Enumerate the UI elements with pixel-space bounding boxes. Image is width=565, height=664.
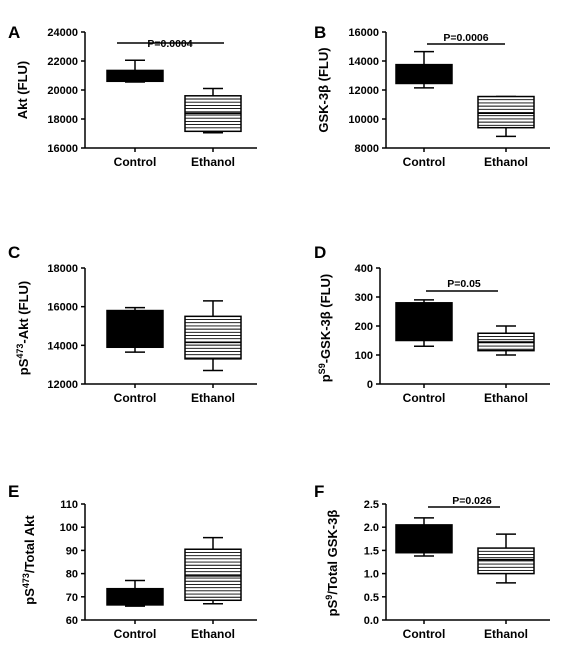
y-axis-label: pS9/Total GSK-3β bbox=[324, 510, 340, 617]
x-tick-label: Ethanol bbox=[191, 627, 235, 641]
y-tick-label: 12000 bbox=[348, 85, 379, 97]
x-tick-label: Control bbox=[114, 155, 157, 169]
y-tick-label: 18000 bbox=[47, 114, 78, 126]
y-tick-label: 200 bbox=[355, 321, 373, 333]
y-tick-label: 60 bbox=[66, 615, 78, 627]
y-axis-label: Akt (FLU) bbox=[15, 61, 30, 120]
panel-letter: E bbox=[8, 482, 19, 501]
y-tick-label: 100 bbox=[60, 522, 78, 534]
y-tick-label: 100 bbox=[355, 350, 373, 362]
x-tick-label: Control bbox=[403, 155, 446, 169]
x-tick-label: Control bbox=[403, 627, 446, 641]
y-axis-label: pS9-GSK-3β (FLU) bbox=[317, 274, 333, 383]
box-control bbox=[106, 309, 164, 349]
y-tick-label: 110 bbox=[60, 499, 78, 511]
y-tick-label: 18000 bbox=[47, 263, 78, 275]
y-tick-label: 14000 bbox=[47, 340, 78, 352]
x-tick-label: Ethanol bbox=[191, 391, 235, 405]
panel-C: C pS473-Akt (FLU) 12000 14000 16000 18000 Co… bbox=[8, 243, 257, 405]
y-tick-label: 14000 bbox=[348, 56, 379, 68]
y-tick-label: 70 bbox=[66, 592, 78, 604]
y-tick-label: 300 bbox=[355, 292, 373, 304]
x-tick-label: Ethanol bbox=[484, 391, 528, 405]
panel-letter: F bbox=[314, 482, 324, 501]
y-tick-label: 0 bbox=[367, 379, 373, 391]
panel-letter: B bbox=[314, 23, 326, 42]
y-tick-label: 16000 bbox=[348, 27, 379, 39]
p-value-label: P=0.0004 bbox=[147, 38, 192, 50]
panel-letter: A bbox=[8, 23, 20, 42]
y-axis-label: GSK-3β (FLU) bbox=[316, 47, 331, 132]
y-tick-label: 2.5 bbox=[364, 499, 379, 511]
panel-letter: D bbox=[314, 243, 326, 262]
panel-A: A Akt (FLU) P=0.0004 16000 18000 20000 2200… bbox=[8, 23, 257, 169]
y-tick-label: 80 bbox=[66, 569, 78, 581]
y-tick-label: 400 bbox=[355, 263, 373, 275]
y-tick-label: 10000 bbox=[348, 114, 379, 126]
x-tick-label: Ethanol bbox=[191, 155, 235, 169]
p-value-label: P=0.05 bbox=[447, 278, 481, 290]
y-tick-label: 90 bbox=[66, 545, 78, 557]
y-tick-label: 12000 bbox=[47, 379, 78, 391]
y-tick-label: 0.0 bbox=[364, 615, 379, 627]
y-tick-label: 2.0 bbox=[364, 522, 379, 534]
y-tick-label: 1.0 bbox=[364, 569, 379, 581]
y-tick-label: 8000 bbox=[355, 143, 379, 155]
y-axis-label: pS473-Akt (FLU) bbox=[15, 281, 31, 375]
y-tick-label: 1.5 bbox=[364, 545, 379, 557]
y-tick-label: 0.5 bbox=[364, 592, 379, 604]
y-tick-label: 20000 bbox=[47, 85, 78, 97]
box-control bbox=[395, 302, 453, 342]
p-value-label: P=0.0006 bbox=[443, 32, 488, 44]
x-tick-label: Control bbox=[114, 627, 157, 641]
x-tick-label: Control bbox=[114, 391, 157, 405]
x-tick-label: Ethanol bbox=[484, 627, 528, 641]
panel-E: E pS473/Total Akt 60 70 80 90 100 110 Control E… bbox=[8, 482, 257, 641]
panel-D: D pS9-GSK-3β (FLU) P=0.05 0 100 200 300 400 C… bbox=[314, 243, 550, 405]
panel-B: B GSK-3β (FLU) P=0.0006 8000 10000 12000 14… bbox=[314, 23, 550, 169]
y-axis-label: pS473/Total Akt bbox=[21, 515, 37, 605]
y-tick-label: 16000 bbox=[47, 143, 78, 155]
panel-F: F pS9/Total GSK-3β P=0.026 0.0 0.5 1.0 1.5 2… bbox=[314, 482, 550, 641]
panel-letter: C bbox=[8, 243, 20, 262]
y-tick-label: 24000 bbox=[47, 27, 78, 39]
y-tick-label: 16000 bbox=[47, 302, 78, 314]
p-value-label: P=0.026 bbox=[452, 495, 492, 507]
y-tick-label: 22000 bbox=[47, 56, 78, 68]
x-tick-label: Ethanol bbox=[484, 155, 528, 169]
x-tick-label: Control bbox=[403, 391, 446, 405]
